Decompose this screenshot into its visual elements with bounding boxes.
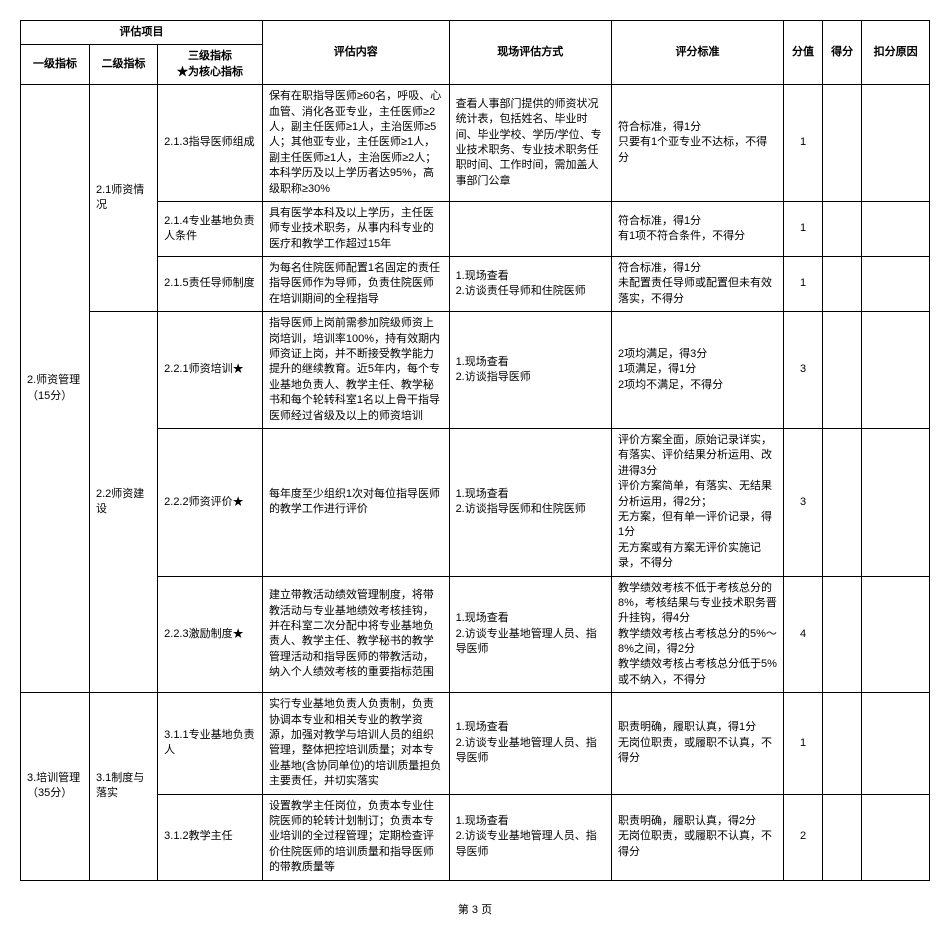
cell-standard: 职责明确，履职认真，得1分无岗位职责，或履职不认真，不得分 bbox=[612, 693, 784, 794]
table-row: 2.1.5责任导师制度 为每名住院医师配置1名固定的责任指导医师作为导师，负责住… bbox=[21, 257, 930, 312]
cell-l3: 2.2.1师资培训★ bbox=[158, 312, 263, 429]
table-row: 2.师资管理（15分） 2.1师资情况 2.1.3指导医师组成 保有在职指导医师… bbox=[21, 85, 930, 202]
cell-l3: 2.1.4专业基地负责人条件 bbox=[158, 201, 263, 256]
cell-content: 具有医学本科及以上学历，主任医师专业技术职务，从事内科专业的医疗和教学工作超过1… bbox=[262, 201, 449, 256]
cell-reason bbox=[862, 257, 930, 312]
cell-method: 1.现场查看2.访谈责任导师和住院医师 bbox=[449, 257, 611, 312]
cell-l2: 2.1师资情况 bbox=[90, 85, 158, 312]
cell-content: 实行专业基地负责人负责制，负责协调本专业和相关专业的教学资源，加强对教学与培训人… bbox=[262, 693, 449, 794]
cell-l3: 3.1.1专业基地负责人 bbox=[158, 693, 263, 794]
header-score: 分值 bbox=[783, 21, 822, 85]
cell-content: 指导医师上岗前需参加院级师资上岗培训，培训率100%，持有效期内师资证上岗，并不… bbox=[262, 312, 449, 429]
cell-l3: 2.2.3激励制度★ bbox=[158, 576, 263, 693]
table-row: 3.1.2教学主任 设置教学主任岗位，负责本专业住院医师的轮转计划制订；负责本专… bbox=[21, 794, 930, 880]
table-body: 2.师资管理（15分） 2.1师资情况 2.1.3指导医师组成 保有在职指导医师… bbox=[21, 85, 930, 880]
cell-score: 1 bbox=[783, 85, 822, 202]
cell-score: 3 bbox=[783, 312, 822, 429]
cell-got bbox=[823, 201, 862, 256]
cell-l3: 2.1.3指导医师组成 bbox=[158, 85, 263, 202]
cell-reason bbox=[862, 576, 930, 693]
cell-l2: 2.2师资建设 bbox=[90, 312, 158, 693]
header-level3: 三级指标★为核心指标 bbox=[158, 45, 263, 85]
cell-standard: 2项均满足，得3分1项满足，得1分2项均不满足，不得分 bbox=[612, 312, 784, 429]
cell-content: 保有在职指导医师≥60名，呼吸、心血管、消化各亚专业，主任医师≥2人，副主任医师… bbox=[262, 85, 449, 202]
cell-method: 查看人事部门提供的师资状况统计表，包括姓名、毕业时间、毕业学校、学历/学位、专业… bbox=[449, 85, 611, 202]
cell-method: 1.现场查看2.访谈专业基地管理人员、指导医师 bbox=[449, 693, 611, 794]
header-got: 得分 bbox=[823, 21, 862, 85]
cell-score: 1 bbox=[783, 257, 822, 312]
cell-got bbox=[823, 85, 862, 202]
header-standard: 评分标准 bbox=[612, 21, 784, 85]
cell-score: 1 bbox=[783, 201, 822, 256]
cell-got bbox=[823, 312, 862, 429]
cell-got bbox=[823, 576, 862, 693]
cell-l1: 2.师资管理（15分） bbox=[21, 85, 90, 693]
table-row: 3.培训管理（35分） 3.1制度与落实 3.1.1专业基地负责人 实行专业基地… bbox=[21, 693, 930, 794]
table-row: 2.2.2师资评价★ 每年度至少组织1次对每位指导医师的教学工作进行评价 1.现… bbox=[21, 428, 930, 576]
cell-l3: 2.2.2师资评价★ bbox=[158, 428, 263, 576]
header-content: 评估内容 bbox=[262, 21, 449, 85]
cell-reason bbox=[862, 201, 930, 256]
cell-got bbox=[823, 428, 862, 576]
header-level1: 一级指标 bbox=[21, 45, 90, 85]
evaluation-table: 评估项目 评估内容 现场评估方式 评分标准 分值 得分 扣分原因 一级指标 二级… bbox=[20, 20, 930, 881]
cell-got bbox=[823, 693, 862, 794]
table-row: 2.1.4专业基地负责人条件 具有医学本科及以上学历，主任医师专业技术职务，从事… bbox=[21, 201, 930, 256]
cell-reason bbox=[862, 312, 930, 429]
cell-content: 每年度至少组织1次对每位指导医师的教学工作进行评价 bbox=[262, 428, 449, 576]
cell-reason bbox=[862, 428, 930, 576]
cell-content: 建立带教活动绩效管理制度，将带教活动与专业基地绩效考核挂钩，并在科室二次分配中将… bbox=[262, 576, 449, 693]
cell-l2: 3.1制度与落实 bbox=[90, 693, 158, 880]
cell-reason bbox=[862, 85, 930, 202]
cell-method: 1.现场查看2.访谈指导医师和住院医师 bbox=[449, 428, 611, 576]
cell-got bbox=[823, 794, 862, 880]
cell-standard: 符合标准，得1分未配置责任导师或配置但未有效落实，不得分 bbox=[612, 257, 784, 312]
cell-standard: 职责明确，履职认真，得2分无岗位职责，或履职不认真，不得分 bbox=[612, 794, 784, 880]
header-level2: 二级指标 bbox=[90, 45, 158, 85]
cell-got bbox=[823, 257, 862, 312]
cell-l1: 3.培训管理（35分） bbox=[21, 693, 90, 880]
cell-content: 设置教学主任岗位，负责本专业住院医师的轮转计划制订；负责本专业培训的全过程管理；… bbox=[262, 794, 449, 880]
cell-method: 1.现场查看2.访谈指导医师 bbox=[449, 312, 611, 429]
table-row: 2.2.3激励制度★ 建立带教活动绩效管理制度，将带教活动与专业基地绩效考核挂钩… bbox=[21, 576, 930, 693]
cell-l3: 3.1.2教学主任 bbox=[158, 794, 263, 880]
cell-score: 4 bbox=[783, 576, 822, 693]
cell-content: 为每名住院医师配置1名固定的责任指导医师作为导师，负责住院医师在培训期间的全程指… bbox=[262, 257, 449, 312]
cell-reason bbox=[862, 693, 930, 794]
cell-standard: 评价方案全面，原始记录详实，有落实、评价结果分析运用、改进得3分评价方案简单，有… bbox=[612, 428, 784, 576]
cell-method bbox=[449, 201, 611, 256]
header-reason: 扣分原因 bbox=[862, 21, 930, 85]
cell-reason bbox=[862, 794, 930, 880]
header-group: 评估项目 bbox=[21, 21, 263, 45]
cell-score: 2 bbox=[783, 794, 822, 880]
table-row: 2.2师资建设 2.2.1师资培训★ 指导医师上岗前需参加院级师资上岗培训，培训… bbox=[21, 312, 930, 429]
header-method: 现场评估方式 bbox=[449, 21, 611, 85]
cell-standard: 符合标准，得1分只要有1个亚专业不达标，不得分 bbox=[612, 85, 784, 202]
cell-method: 1.现场查看2.访谈专业基地管理人员、指导医师 bbox=[449, 794, 611, 880]
cell-score: 3 bbox=[783, 428, 822, 576]
cell-score: 1 bbox=[783, 693, 822, 794]
cell-method: 1.现场查看2.访谈专业基地管理人员、指导医师 bbox=[449, 576, 611, 693]
cell-standard: 符合标准，得1分有1项不符合条件，不得分 bbox=[612, 201, 784, 256]
cell-standard: 教学绩效考核不低于考核总分的8%，考核结果与专业技术职务晋升挂钩，得4分教学绩效… bbox=[612, 576, 784, 693]
cell-l3: 2.1.5责任导师制度 bbox=[158, 257, 263, 312]
page-number: 第 3 页 bbox=[20, 901, 930, 917]
